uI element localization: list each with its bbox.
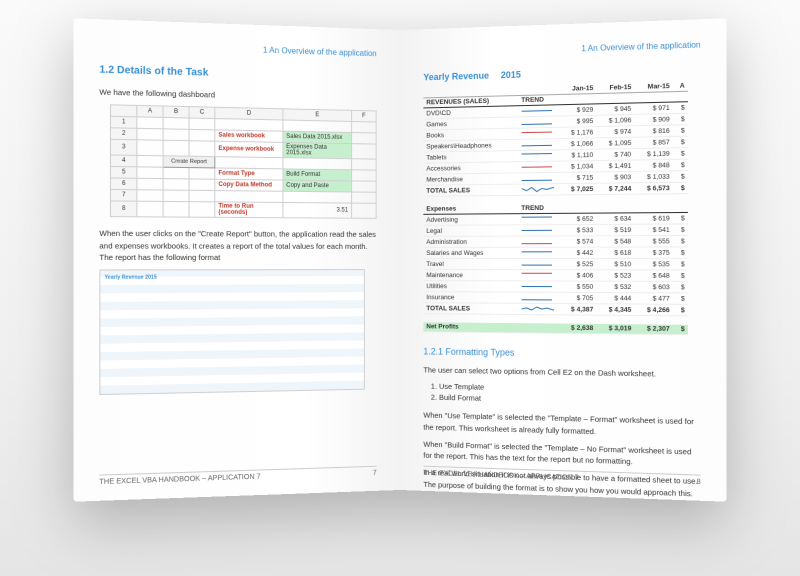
table-row: Salaries and Wages$ 442$ 618$ 375$ xyxy=(423,247,688,259)
sparkline-icon xyxy=(518,247,559,258)
fmt-para2: When "Use Template" is selected the "Tem… xyxy=(423,410,700,440)
label-time: Time to Run (seconds) xyxy=(215,202,283,218)
rev-year: 2015 xyxy=(501,69,521,80)
table-row: Administration$ 574$ 548$ 555$ xyxy=(423,235,688,247)
footer-pagenum-right: 8 xyxy=(697,479,701,486)
sparkline-icon xyxy=(518,292,559,303)
col-B: B xyxy=(163,106,189,118)
sparkline-icon xyxy=(518,225,559,236)
sparkline-icon xyxy=(518,213,559,224)
val-format: Build Format xyxy=(283,169,352,181)
page-header-right: 1 An Overview of the application xyxy=(423,40,700,58)
col-C: C xyxy=(189,107,215,119)
sparkline-icon xyxy=(518,258,559,269)
footer-left: THE EXCEL VBA HANDBOOK – APPLICATION 7 7 xyxy=(99,466,376,486)
fmt-para1: The user can select two options from Cel… xyxy=(423,364,700,380)
report-preview-title: Yearly Revenue 2015 xyxy=(105,275,157,281)
footer-title-left: THE EXCEL VBA HANDBOOK – APPLICATION 7 xyxy=(99,474,260,487)
label-copy: Copy Data Method xyxy=(215,179,283,191)
dashboard-table: A B C D E F 1 2Sales workbookSales Data … xyxy=(110,105,377,220)
page-left: 1 An Overview of the application 1.2 Det… xyxy=(74,18,400,501)
sparkline-icon xyxy=(518,127,559,139)
col-F: F xyxy=(352,111,377,123)
heading-1-2: 1.2 Details of the Task xyxy=(99,64,376,83)
table-row: Maintenance$ 406$ 523$ 648$ xyxy=(423,270,688,282)
table-row: Legal$ 533$ 519$ 541$ xyxy=(423,224,688,236)
val-exp-wb: Expenses Data 2015.xlsx xyxy=(283,143,352,159)
create-report-button[interactable]: Create Report xyxy=(163,156,215,168)
heading-1-2-1: 1.2.1 Formatting Types xyxy=(423,346,700,360)
page-header-left: 1 An Overview of the application xyxy=(99,40,376,58)
format-options: Use Template Build Format xyxy=(439,382,701,408)
col-A: A xyxy=(137,106,163,118)
sparkline-icon xyxy=(518,270,559,281)
label-format: Format Type xyxy=(215,168,283,180)
sparkline-icon xyxy=(518,172,559,184)
sparkline-icon xyxy=(518,150,559,162)
sparkline-icon xyxy=(518,236,559,247)
label-exp-wb: Expense workbook xyxy=(215,141,283,157)
val-copy: Copy and Paste xyxy=(283,180,352,192)
sparkline-icon xyxy=(518,281,559,292)
sparkline-icon xyxy=(518,139,559,151)
rev-title: Yearly Revenue xyxy=(423,70,489,82)
revenue-table: Jan-15 Feb-15 Mar-15 A REVENUES (SALES)T… xyxy=(423,81,688,335)
open-book: 1 An Overview of the application 1.2 Det… xyxy=(80,30,720,490)
sparkline-icon xyxy=(518,105,559,117)
footer-pagenum-left: 7 xyxy=(373,470,377,477)
page-right: 1 An Overview of the application Yearly … xyxy=(400,18,726,501)
col-blank xyxy=(110,105,136,117)
sparkline-icon xyxy=(518,161,559,173)
intro-text: We have the following dashboard xyxy=(99,86,376,104)
report-preview: Yearly Revenue 2015 xyxy=(99,269,365,395)
para-create-report: When the user clicks on the "Create Repo… xyxy=(99,228,376,263)
fmt-para3: When "Build Format" is selected the "Tem… xyxy=(423,438,700,469)
net-profit-row: Net Profits $ 2,638 $ 3,019 $ 2,307 $ xyxy=(423,322,688,334)
val-time: 3.51 xyxy=(283,203,352,219)
revenue-header: Yearly Revenue 2015 xyxy=(423,64,700,82)
table-row: Travel$ 525$ 510$ 535$ xyxy=(423,258,688,269)
sparkline-icon xyxy=(518,116,559,128)
